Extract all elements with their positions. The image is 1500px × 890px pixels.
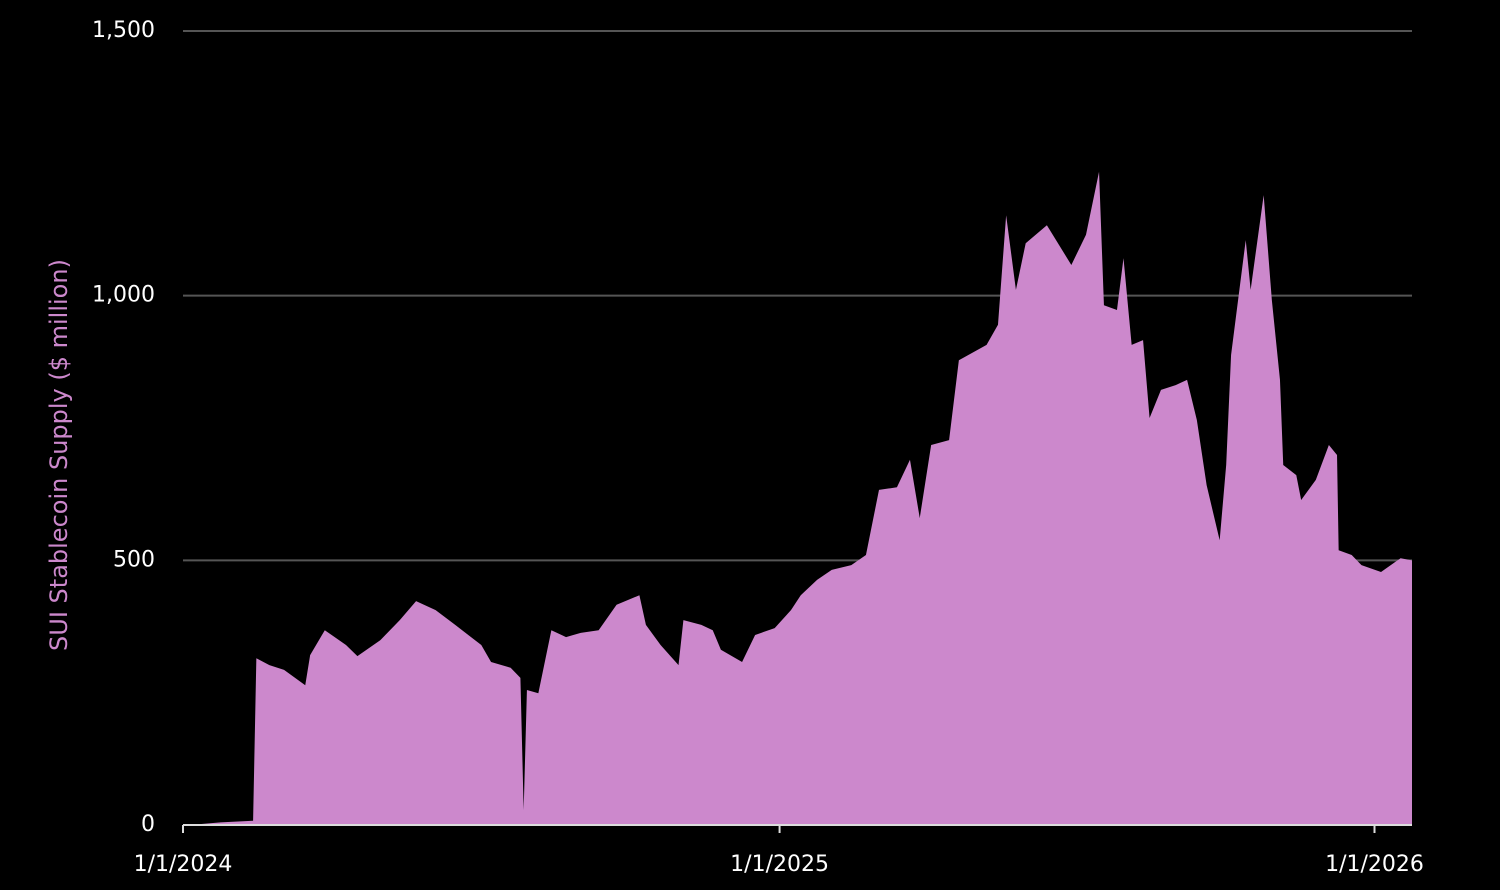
y-axis-label: SUI Stablecoin Supply ($ million)	[45, 259, 73, 651]
y-tick-label: 500	[113, 547, 155, 572]
area	[189, 171, 1412, 825]
y-tick-label: 1,500	[92, 18, 155, 43]
x-tick-label: 1/1/2025	[730, 852, 829, 877]
x-tick-label: 1/1/2026	[1325, 852, 1424, 877]
y-tick-label: 0	[141, 812, 155, 837]
y-tick-label: 1,000	[92, 283, 155, 308]
x-tick-label: 1/1/2024	[134, 852, 233, 877]
